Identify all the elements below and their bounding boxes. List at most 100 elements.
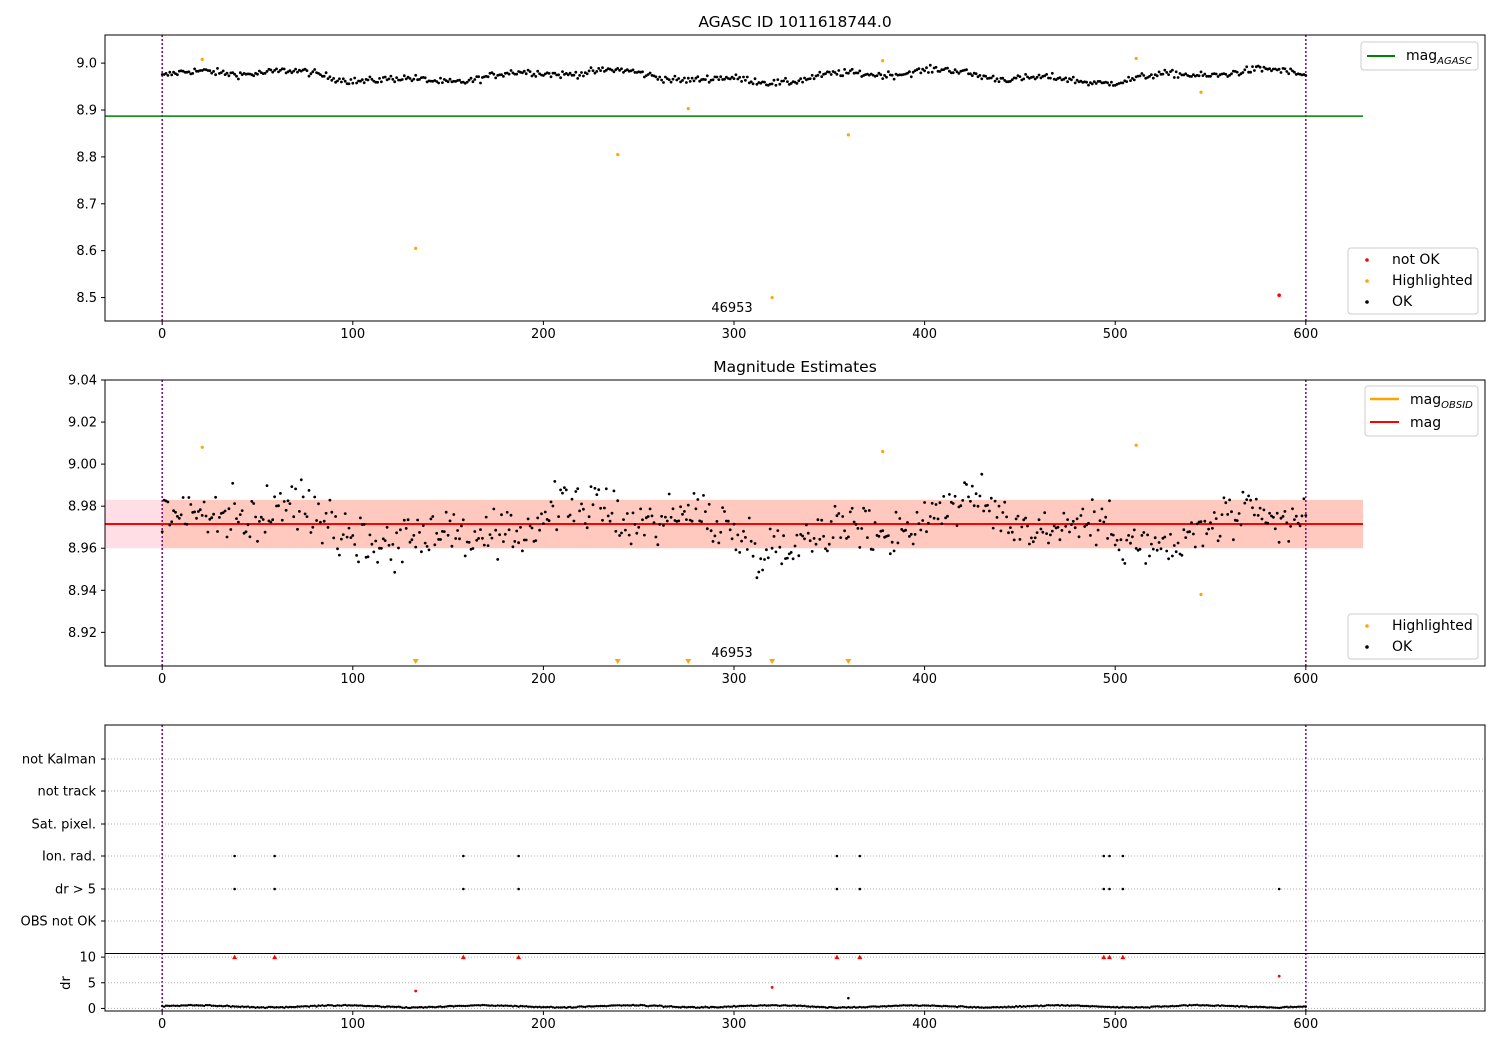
dr-point [1133, 1006, 1136, 1009]
ok-point [919, 528, 923, 532]
ok-point [433, 543, 437, 547]
ok-point [1131, 535, 1134, 539]
dr-point [799, 1004, 802, 1007]
ok-point [490, 536, 494, 540]
ok-point [587, 69, 591, 73]
ok-point [446, 80, 450, 84]
ok-point [1127, 534, 1130, 537]
dr-point [475, 1004, 478, 1007]
ok-point [1251, 506, 1254, 510]
x-tick-label: 0 [158, 327, 166, 342]
ok-point [1235, 519, 1239, 522]
dr-point [1182, 1004, 1186, 1007]
ok-point [1171, 554, 1174, 558]
ok-point [256, 72, 259, 76]
ok-point [1296, 521, 1300, 525]
dr-point [303, 1005, 307, 1008]
ok-point [210, 71, 214, 75]
panel-2-title: Magnitude Estimates [713, 358, 877, 376]
ok-point [824, 547, 827, 551]
dr-point [776, 1004, 779, 1007]
ok-point [176, 515, 179, 518]
dr-point [538, 1005, 541, 1008]
ok-point [271, 70, 275, 74]
ok-point [568, 71, 572, 75]
dr-point [387, 1005, 391, 1008]
dr-point [1074, 1004, 1077, 1007]
ok-point [421, 524, 425, 527]
ok-point [507, 72, 511, 76]
dr-point [180, 1004, 183, 1007]
dr-point [732, 1004, 736, 1008]
dr-point [385, 1005, 389, 1008]
ok-point [540, 512, 543, 516]
dr-point [576, 1005, 579, 1008]
dr-point [910, 1004, 913, 1007]
ok-point [576, 487, 580, 491]
dr-point [342, 1004, 345, 1007]
dr-point [557, 1006, 560, 1009]
dr-point [277, 1006, 280, 1009]
ok-point [1192, 532, 1195, 536]
ok-point [1291, 507, 1294, 511]
dr-point [1192, 1003, 1195, 1007]
ok-point [707, 502, 711, 506]
x-tick-label: 500 [1103, 327, 1128, 342]
dr-point [197, 1004, 200, 1007]
ok-point [883, 74, 886, 77]
dr-point [1121, 1005, 1125, 1009]
ok-point [383, 539, 387, 542]
dr-point [183, 1004, 187, 1007]
ok-point [1190, 521, 1193, 525]
dr-point [1085, 1004, 1088, 1008]
ok-point [305, 515, 309, 518]
dr-point [700, 1005, 703, 1009]
ok-point [1182, 528, 1186, 532]
ok-point [860, 527, 864, 530]
dr-point [317, 1004, 320, 1007]
ok-point [845, 537, 848, 540]
legend-marker-ok [1365, 300, 1369, 304]
ok-point [763, 558, 766, 561]
dr-point [694, 1006, 698, 1009]
ok-point [705, 74, 709, 78]
ok-point [1010, 78, 1014, 81]
ok-point [359, 79, 362, 83]
ok-point [1031, 540, 1035, 544]
ok-point [200, 514, 204, 517]
ok-point [604, 68, 608, 72]
dr-point [711, 1005, 715, 1009]
dr-point [290, 1005, 293, 1009]
ok-point [418, 531, 421, 534]
ok-point [269, 68, 273, 72]
dr-point [1030, 1005, 1033, 1008]
dr-point [919, 1004, 922, 1007]
dr-point [1159, 1005, 1163, 1008]
dr-point [824, 1006, 827, 1009]
ok-point [1279, 516, 1283, 520]
ok-point [210, 516, 214, 520]
ok-point [1285, 70, 1289, 73]
dr-point [273, 1006, 276, 1009]
ok-point [864, 509, 867, 513]
ok-point [847, 71, 850, 75]
dr-point [555, 1006, 558, 1009]
ok-point [521, 549, 524, 553]
dr-point [980, 1006, 983, 1009]
dr-point [1253, 1005, 1256, 1009]
ok-point [258, 69, 261, 73]
ok-point [1285, 521, 1289, 525]
dr-point [1011, 1005, 1014, 1008]
ok-point [730, 75, 734, 79]
dr-point [1140, 1005, 1144, 1009]
dr-point [1169, 1005, 1172, 1008]
dr-point [1190, 1004, 1193, 1007]
dr-point [690, 1005, 694, 1009]
dr-point [443, 1005, 446, 1008]
ok-point [1031, 75, 1035, 79]
ok-point [1184, 72, 1188, 76]
dr-outlier-point [847, 996, 850, 1000]
ok-point [856, 71, 860, 75]
ok-point [1131, 77, 1134, 80]
ok-point [442, 530, 446, 533]
